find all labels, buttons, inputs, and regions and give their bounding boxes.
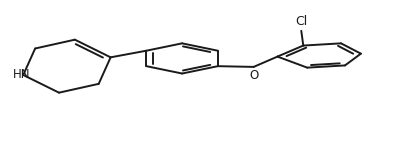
Text: O: O [249, 69, 258, 82]
Text: HN: HN [12, 69, 30, 81]
Text: Cl: Cl [295, 15, 308, 28]
